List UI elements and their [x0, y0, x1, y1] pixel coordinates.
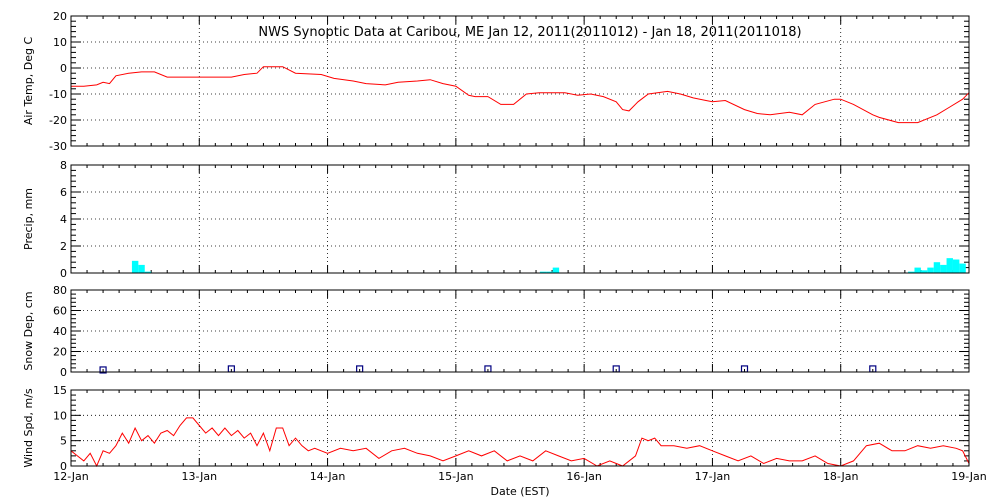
- y-tick-label: 60: [53, 305, 67, 318]
- precip-bar: [920, 270, 928, 273]
- y-axis-title: Precip, mm: [22, 188, 35, 250]
- series-line: [71, 66, 970, 124]
- precip-bar: [131, 260, 139, 273]
- x-tick-label: 17-Jan: [695, 470, 731, 483]
- precip-bar: [546, 271, 553, 273]
- precip-bar: [952, 259, 960, 273]
- y-tick-label: 20: [53, 346, 67, 359]
- y-tick-label: 15: [53, 384, 67, 397]
- precip-bar: [144, 271, 152, 273]
- precip-bar: [552, 267, 560, 273]
- y-tick-label: 4: [60, 213, 67, 226]
- y-tick-label: -10: [49, 88, 67, 101]
- precip-bar: [927, 267, 934, 273]
- precip-bar: [138, 264, 145, 273]
- panel-frame: [70, 289, 970, 373]
- y-tick-label: 5: [60, 435, 67, 448]
- y-axis-title: Snow Dep, cm: [22, 291, 35, 370]
- panel-4: 0 5 10 15 Wind Spd, m/s: [22, 384, 970, 473]
- y-tick-label: 10: [53, 409, 67, 422]
- series-line: [70, 417, 970, 468]
- precip-bar: [946, 258, 953, 273]
- y-tick-label: -20: [49, 114, 67, 127]
- x-tick-label: 13-Jan: [182, 470, 218, 483]
- x-tick-label: 12-Jan: [53, 470, 89, 483]
- chart-title: NWS Synoptic Data at Caribou, ME Jan 12,…: [258, 25, 801, 40]
- y-tick-label: 2: [60, 240, 67, 253]
- precip-bar: [914, 267, 921, 273]
- x-tick-label: 14-Jan: [310, 470, 346, 483]
- panel-frame: [70, 164, 970, 274]
- y-tick-label: 0: [60, 366, 67, 379]
- y-tick-label: 20: [53, 10, 67, 23]
- y-tick-label: 40: [53, 325, 67, 338]
- precip-bar: [539, 271, 547, 273]
- panel-frame: [70, 389, 970, 467]
- y-tick-label: 0: [60, 460, 67, 473]
- x-axis-title: Date (EST): [490, 485, 549, 498]
- panel-2: 0 2 4 6 8 Precip, mm: [22, 159, 970, 280]
- precip-bar: [940, 264, 947, 273]
- precip-bar: [933, 262, 941, 273]
- precip-bar: [959, 263, 966, 273]
- y-tick-label: 8: [60, 159, 67, 172]
- chart-panels: -30 -20 -10 0 10 20 Air Temp, Deg C 0 2 4 6 8 Precip…: [22, 10, 987, 483]
- panel-frame: [70, 15, 970, 147]
- snow-depth-point: [99, 366, 107, 374]
- y-tick-label: 6: [60, 186, 67, 199]
- precip-bar: [908, 271, 915, 273]
- y-tick-label: -30: [49, 140, 67, 153]
- y-tick-label: 0: [60, 267, 67, 280]
- y-axis-title: Air Temp, Deg C: [22, 37, 35, 126]
- y-tick-label: 10: [53, 36, 67, 49]
- x-tick-label: 16-Jan: [566, 470, 602, 483]
- y-tick-label: 80: [53, 284, 67, 297]
- y-tick-label: 0: [60, 62, 67, 75]
- x-tick-label: 19-Jan: [951, 470, 987, 483]
- y-axis-title: Wind Spd, m/s: [22, 388, 35, 468]
- panel-1: -30 -20 -10 0 10 20 Air Temp, Deg C: [22, 10, 970, 153]
- panel-3: 0 20 40 60 80 Snow Dep, cm: [22, 284, 970, 379]
- x-tick-label: 15-Jan: [438, 470, 474, 483]
- x-tick-label: 18-Jan: [823, 470, 859, 483]
